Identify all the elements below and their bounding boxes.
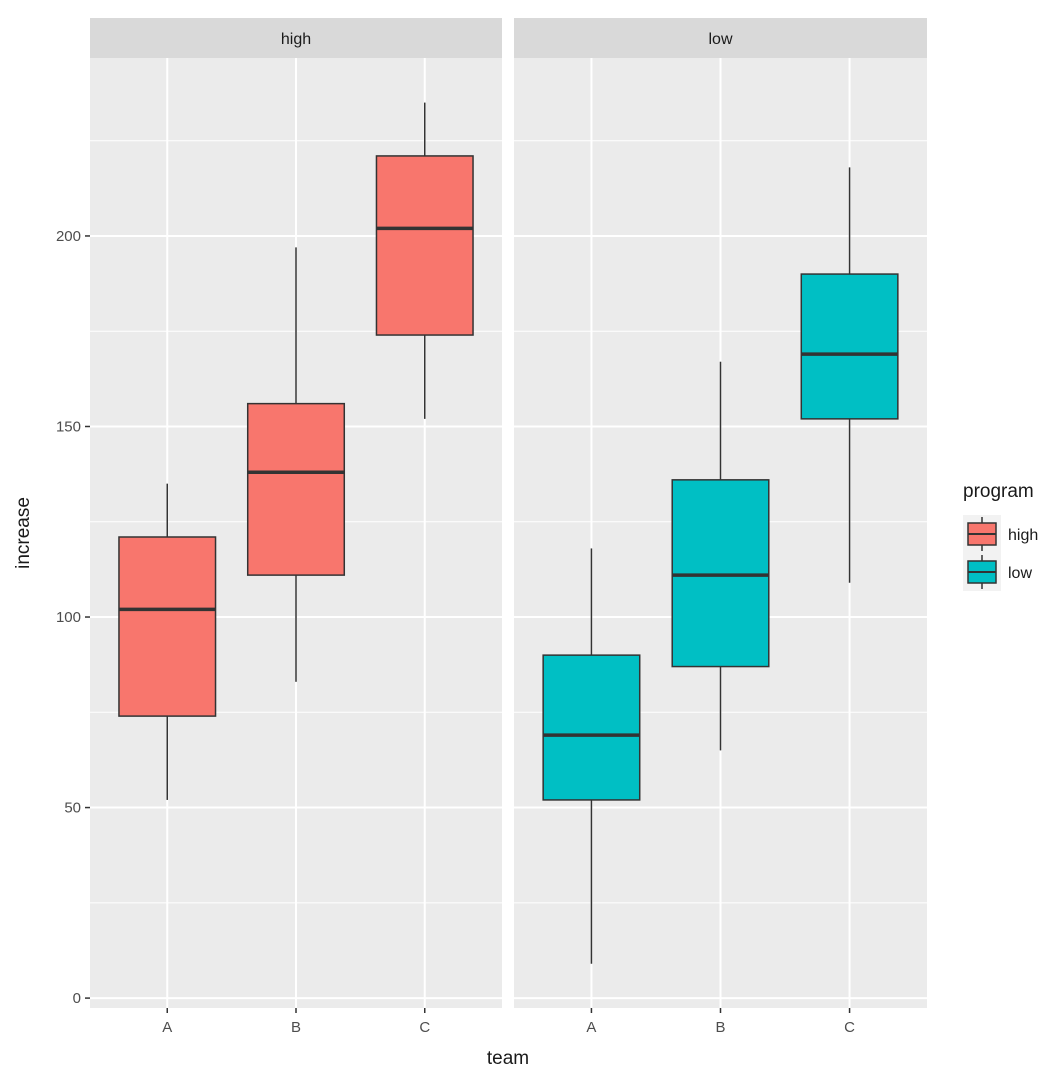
facet-strip: [514, 18, 927, 58]
x-tick-label: A: [586, 1019, 596, 1036]
x-tick-label: B: [715, 1019, 725, 1036]
y-tick-label: 0: [73, 990, 81, 1007]
y-tick-label: 50: [64, 800, 81, 817]
x-tick-label: B: [291, 1019, 301, 1036]
y-tick-label: 100: [56, 609, 81, 626]
box-high-C: [375, 155, 474, 336]
box-high-A: [118, 536, 217, 717]
y-tick-label: 150: [56, 418, 81, 435]
facet-label: low: [708, 31, 732, 48]
box-low-B: [671, 479, 770, 668]
y-tick-label: 200: [56, 228, 81, 245]
box-low-C: [800, 273, 899, 420]
x-tick-label: C: [419, 1019, 430, 1036]
legend-label: low: [1008, 565, 1032, 582]
y-axis-label: increase: [13, 497, 34, 569]
box-high-B: [246, 402, 346, 576]
box-low-A: [542, 654, 641, 801]
x-tick-label: A: [162, 1019, 172, 1036]
legend-title: program: [963, 481, 1034, 502]
legend-label: high: [1008, 527, 1038, 544]
x-tick-label: C: [844, 1019, 855, 1036]
x-axis-label: team: [487, 1048, 529, 1069]
facet-label: high: [281, 31, 311, 48]
facet-strip: [90, 18, 502, 58]
